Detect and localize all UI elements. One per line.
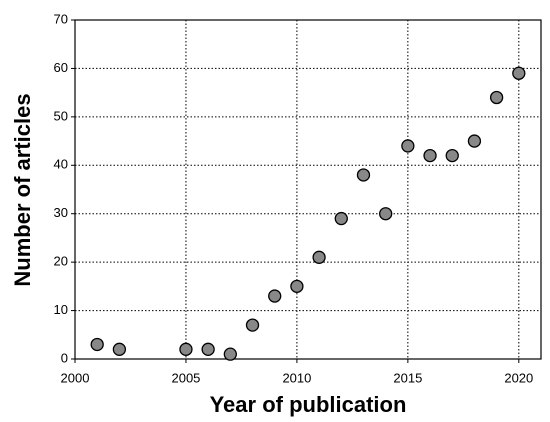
point <box>445 148 459 163</box>
point <box>179 342 193 356</box>
x-tick-label: 2020 <box>504 370 533 385</box>
y-tick-label: 10 <box>54 302 68 317</box>
y-tick-label: 40 <box>54 157 68 172</box>
point <box>489 90 504 105</box>
point <box>201 342 215 356</box>
point <box>290 279 304 294</box>
point <box>356 168 371 182</box>
point <box>423 148 437 163</box>
y-tick-label: 50 <box>54 108 68 123</box>
point <box>223 347 237 361</box>
x-tick-label: 2010 <box>282 370 311 385</box>
point <box>512 66 526 80</box>
plot-frame <box>74 19 542 360</box>
x-tick-label: 2000 <box>61 370 90 385</box>
y-tick-label: 20 <box>54 254 68 269</box>
x-axis-title: Year of publication <box>210 392 407 417</box>
point <box>268 289 282 303</box>
point <box>112 342 127 356</box>
x-tick-label: 2005 <box>171 370 200 385</box>
y-tick-label: 30 <box>54 205 68 220</box>
y-tick-label: 70 <box>54 11 68 26</box>
y-axis-title: Number of articles <box>10 93 35 286</box>
point <box>334 211 348 226</box>
point <box>312 250 326 264</box>
point <box>245 318 260 332</box>
point <box>401 139 415 153</box>
x-tick-label: 2015 <box>393 370 422 385</box>
y-tick-label: 60 <box>54 60 68 75</box>
point <box>379 207 393 221</box>
point <box>467 134 482 148</box>
point <box>90 337 104 352</box>
y-tick-label: 0 <box>61 350 68 365</box>
